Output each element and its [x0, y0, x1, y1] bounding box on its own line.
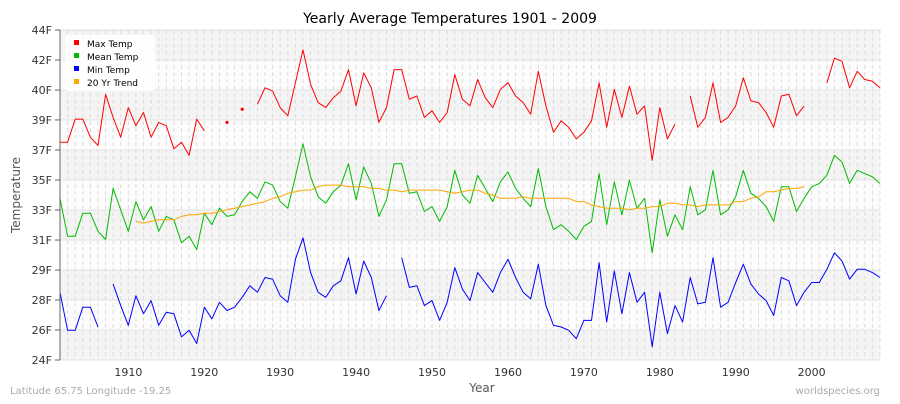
chart-title: Yearly Average Temperatures 1901 - 2009: [302, 11, 597, 27]
x-tick-label: 1930: [266, 366, 294, 379]
x-tick-label: 1960: [494, 366, 522, 379]
y-tick-label: 29F: [32, 264, 52, 277]
mean-temp-line: [59, 143, 881, 254]
legend-swatch-mean: [74, 53, 79, 58]
x-tick-label: 1980: [646, 366, 674, 379]
min-temp-line: [112, 237, 387, 344]
legend-label-min: Min Temp: [87, 66, 130, 76]
legend-swatch-min: [74, 66, 79, 71]
x-tick-label: 1970: [570, 366, 598, 379]
y-tick-label: 44F: [32, 24, 52, 37]
location-label: Latitude 65.75 Longitude -19.25: [10, 386, 171, 397]
max-temp-point: [225, 120, 229, 124]
max-temp-line: [256, 49, 676, 161]
y-tick-labels: 24F 26F 28F 29F 31F 33F 35F 37F 39F 40F 42F 44F: [32, 24, 60, 367]
x-tick-label: 1910: [114, 366, 142, 379]
max-temp-point: [240, 107, 244, 111]
x-tick-label: 1920: [190, 366, 218, 379]
20-yr-trend-line: [135, 184, 805, 224]
y-axis-label: Temperature: [9, 157, 23, 234]
legend-box: [65, 35, 155, 91]
min-temp-line: [401, 252, 881, 348]
x-axis-label: Year: [468, 381, 494, 395]
min-temp-line: [59, 292, 99, 331]
x-tick-labels: 1910 1920 1930 1940 1950 1960 1970 1980 1990 2000: [114, 366, 825, 379]
max-temp-line: [826, 57, 881, 89]
max-temp-line: [60, 93, 205, 156]
legend-swatch-trend: [74, 79, 79, 84]
y-tick-label: 33F: [32, 204, 52, 217]
y-tick-label: 42F: [32, 54, 52, 67]
legend-label-mean: Mean Temp: [87, 53, 139, 63]
y-tick-label: 31F: [32, 234, 52, 247]
source-label: worldspecies.org: [796, 386, 880, 397]
legend-label-max: Max Temp: [87, 40, 133, 50]
y-tick-label: 37F: [32, 144, 52, 157]
legend-swatch-max: [74, 40, 79, 45]
legend-label-trend: 20 Yr Trend: [87, 79, 138, 89]
series-lines: [59, 49, 881, 348]
horizontal-gridlines: [60, 29, 880, 361]
vertical-gridlines: [59, 30, 881, 360]
y-tick-label: 24F: [32, 354, 52, 367]
x-tick-label: 1950: [418, 366, 446, 379]
y-tick-label: 35F: [32, 174, 52, 187]
max-temp-line: [689, 77, 805, 128]
x-tick-label: 1990: [722, 366, 750, 379]
x-tick-label: 2000: [798, 366, 826, 379]
y-tick-label: 26F: [32, 324, 52, 337]
legend: Max Temp Mean Temp Min Temp 20 Yr Trend: [65, 35, 155, 91]
y-tick-label: 39F: [32, 114, 52, 127]
y-tick-label: 40F: [32, 84, 52, 97]
x-tick-label: 1940: [342, 366, 370, 379]
y-tick-label: 28F: [32, 294, 52, 307]
